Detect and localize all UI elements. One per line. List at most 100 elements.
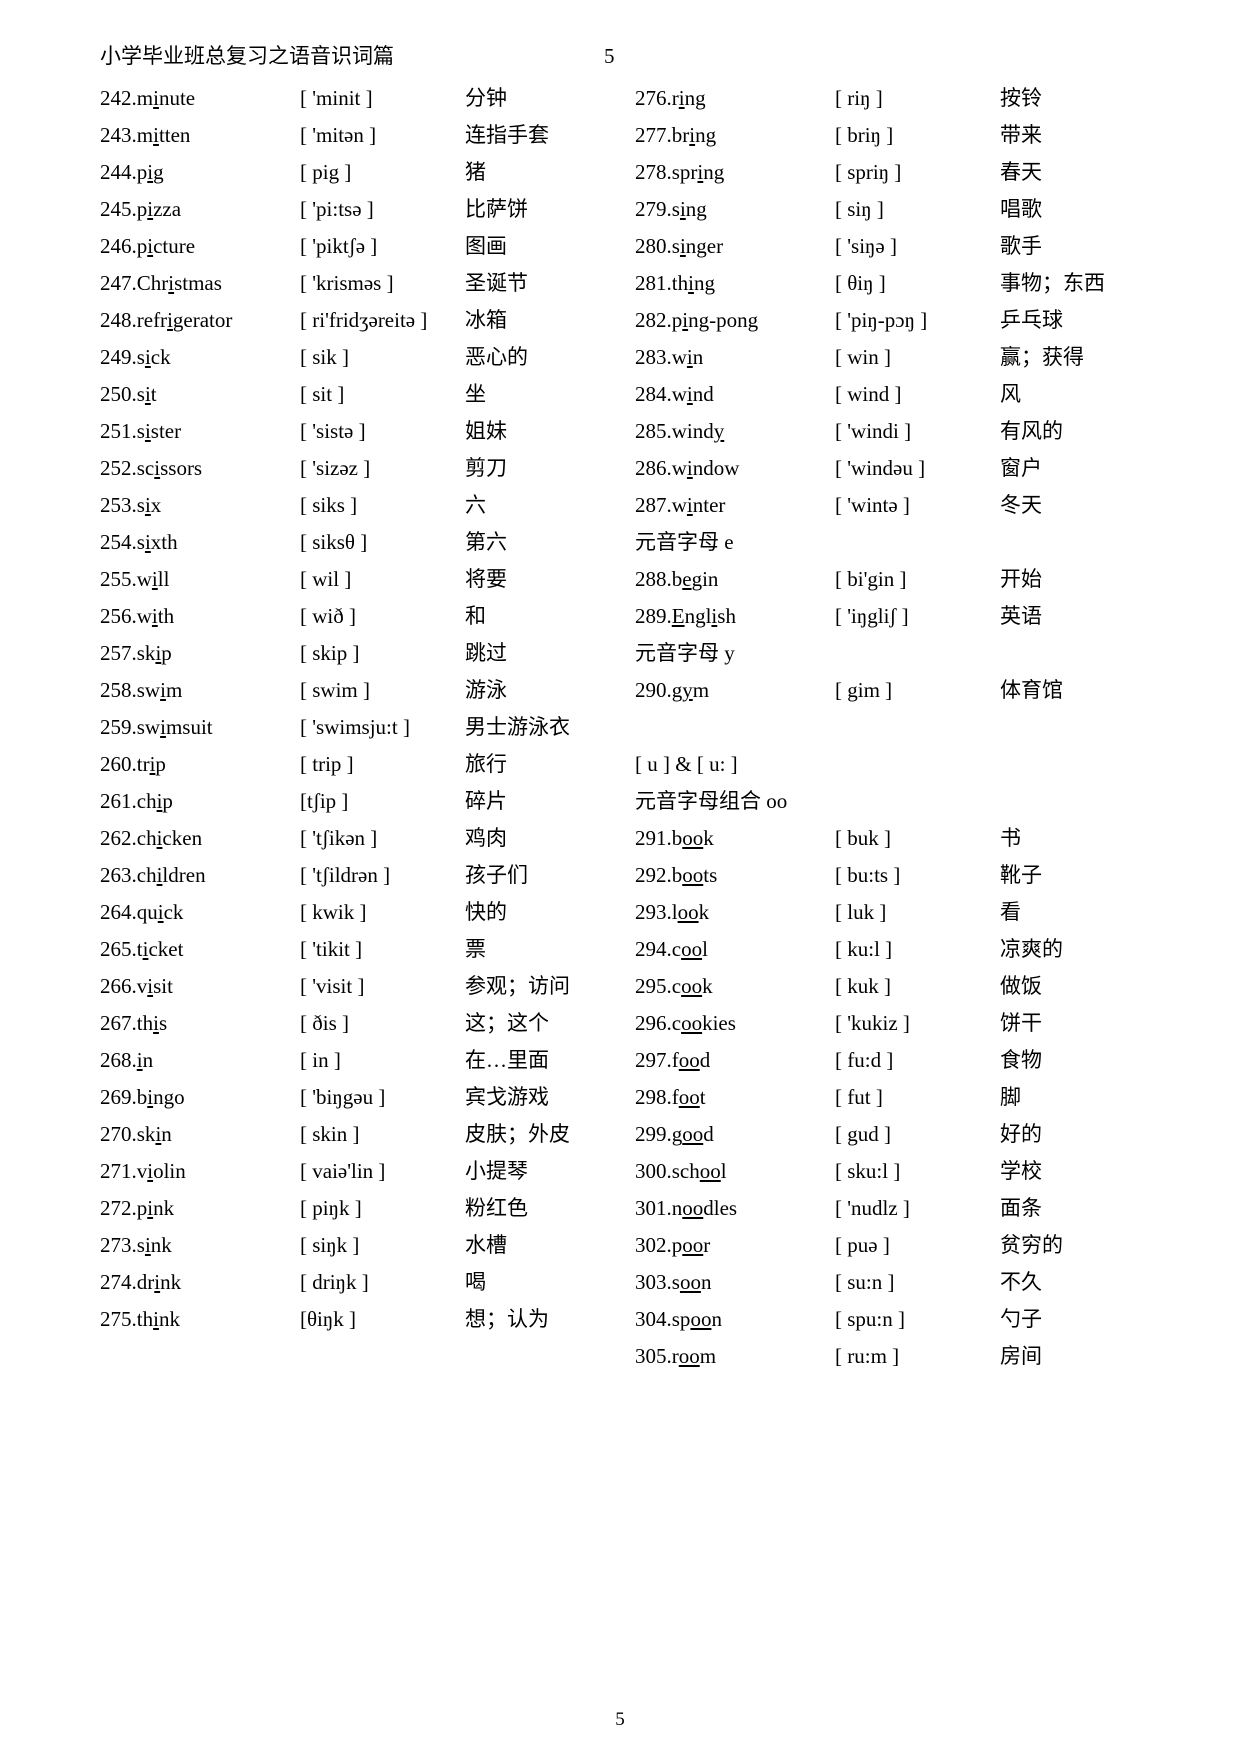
vocab-row: 298.foot[ fut ]脚 — [635, 1087, 1140, 1124]
meaning-cell: 坐 — [465, 384, 605, 405]
ipa-cell: [ win ] — [835, 347, 1000, 368]
ipa-cell: [ gud ] — [835, 1124, 1000, 1145]
vocab-row: 267.this[ ðis ]这；这个 — [100, 1013, 605, 1050]
vocab-row: 299.good[ gud ]好的 — [635, 1124, 1140, 1161]
word-cell: 274.drink — [100, 1272, 300, 1293]
vocab-row: 249.sick[ sik ]恶心的 — [100, 347, 605, 384]
ipa-cell: [ 'tikit ] — [300, 939, 465, 960]
ipa-cell: [ in ] — [300, 1050, 465, 1071]
word-cell: 290.gym — [635, 680, 835, 701]
word-cell: 244.pig — [100, 162, 300, 183]
vocab-row: 280.singer[ 'siŋə ]歌手 — [635, 236, 1140, 273]
vocab-row: 265.ticket[ 'tikit ]票 — [100, 939, 605, 976]
meaning-cell: 风 — [1000, 384, 1140, 405]
ipa-cell: [ 'piŋ-pɔŋ ] — [835, 310, 1000, 331]
word-cell: 269.bingo — [100, 1087, 300, 1108]
meaning-cell: 鸡肉 — [465, 828, 605, 849]
vocab-row: 304.spoon[ spu:n ]勺子 — [635, 1309, 1140, 1346]
word-cell: 284.wind — [635, 384, 835, 405]
meaning-cell: 游泳 — [465, 680, 605, 701]
meaning-cell: 开始 — [1000, 569, 1140, 590]
meaning-cell: 冬天 — [1000, 495, 1140, 516]
ipa-cell: [ skin ] — [300, 1124, 465, 1145]
ipa-cell: [ riŋ ] — [835, 88, 1000, 109]
meaning-cell: 做饭 — [1000, 976, 1140, 997]
ipa-cell: [ 'biŋgəu ] — [300, 1087, 465, 1108]
vocab-row: 元音字母 y — [635, 643, 1140, 680]
ipa-cell: [ 'tʃildrən ] — [300, 865, 465, 886]
word-cell: 302.poor — [635, 1235, 835, 1256]
vocab-row: 292.boots[ bu:ts ]靴子 — [635, 865, 1140, 902]
word-cell: 273.sink — [100, 1235, 300, 1256]
word-cell: 271.violin — [100, 1161, 300, 1182]
ipa-cell: [ luk ] — [835, 902, 1000, 923]
meaning-cell: 六 — [465, 495, 605, 516]
ipa-cell: [ vaiə'lin ] — [300, 1161, 465, 1182]
vocab-row: 248.refrigerator[ ri'fridʒəreitə ]冰箱 — [100, 310, 605, 347]
meaning-cell: 将要 — [465, 569, 605, 590]
word-cell: 261.chip — [100, 791, 300, 812]
meaning-cell: 比萨饼 — [465, 199, 605, 220]
vocab-row: 290.gym[ gim ]体育馆 — [635, 680, 1140, 717]
word-cell: 295.cook — [635, 976, 835, 997]
word-cell: 252.scissors — [100, 458, 300, 479]
meaning-cell: 碎片 — [465, 791, 605, 812]
meaning-cell: 皮肤；外皮 — [465, 1124, 605, 1145]
word-cell: 253.six — [100, 495, 300, 516]
header-page-number: 5 — [604, 44, 615, 69]
ipa-cell: [ briŋ ] — [835, 125, 1000, 146]
vocab-row: 296.cookies[ 'kukiz ]饼干 — [635, 1013, 1140, 1050]
word-cell: 300.school — [635, 1161, 835, 1182]
vocab-row: 266.visit[ 'visit ]参观；访问 — [100, 976, 605, 1013]
meaning-cell: 想；认为 — [465, 1309, 605, 1330]
word-cell: 288.begin — [635, 569, 835, 590]
meaning-cell: 房间 — [1000, 1346, 1140, 1367]
word-cell: 248.refrigerator — [100, 310, 300, 331]
meaning-cell: 靴子 — [1000, 865, 1140, 886]
meaning-cell: 在…里面 — [465, 1050, 605, 1071]
vocab-row: 273.sink[ siŋk ]水槽 — [100, 1235, 605, 1272]
vocab-row: 302.poor[ puə ]贫穷的 — [635, 1235, 1140, 1272]
meaning-cell: 剪刀 — [465, 458, 605, 479]
ipa-cell: [ 'sizəz ] — [300, 458, 465, 479]
section-heading: 元音字母 y — [635, 643, 735, 664]
vocab-row: 246.picture[ 'piktʃə ]图画 — [100, 236, 605, 273]
vocab-row: 258.swim[ swim ]游泳 — [100, 680, 605, 717]
meaning-cell: 男士游泳衣 — [465, 717, 605, 738]
word-cell: 292.boots — [635, 865, 835, 886]
word-cell: 267.this — [100, 1013, 300, 1034]
meaning-cell: 赢；获得 — [1000, 347, 1140, 368]
vocab-row: 元音字母组合 oo — [635, 791, 1140, 828]
meaning-cell: 食物 — [1000, 1050, 1140, 1071]
meaning-cell: 分钟 — [465, 88, 605, 109]
vocab-row: 294.cool[ ku:l ]凉爽的 — [635, 939, 1140, 976]
vocab-row: 297.food[ fu:d ]食物 — [635, 1050, 1140, 1087]
ipa-cell: [ 'windəu ] — [835, 458, 1000, 479]
meaning-cell: 恶心的 — [465, 347, 605, 368]
vocab-row: 281.thing[ θiŋ ]事物；东西 — [635, 273, 1140, 310]
word-cell: 247.Christmas — [100, 273, 300, 294]
word-cell: 268.in — [100, 1050, 300, 1071]
word-cell: 256.with — [100, 606, 300, 627]
word-cell: 289.English — [635, 606, 835, 627]
word-cell: 272.pink — [100, 1198, 300, 1219]
vocab-row: 253.six[ siks ]六 — [100, 495, 605, 532]
page: 小学毕业班总复习之语音识词篇 5 242.minute[ 'minit ]分钟2… — [0, 0, 1240, 1413]
content-columns: 242.minute[ 'minit ]分钟243.mitten[ 'mitən… — [100, 88, 1140, 1383]
right-column: 276.ring[ riŋ ]按铃277.bring[ briŋ ]带来278.… — [635, 88, 1140, 1383]
ipa-cell: [ buk ] — [835, 828, 1000, 849]
meaning-cell: 冰箱 — [465, 310, 605, 331]
vocab-row: 301.noodles[ 'nudlz ]面条 — [635, 1198, 1140, 1235]
ipa-cell: [ 'mitən ] — [300, 125, 465, 146]
ipa-cell: [ 'nudlz ] — [835, 1198, 1000, 1219]
word-cell: 294.cool — [635, 939, 835, 960]
vocab-row: 271.violin[ vaiə'lin ]小提琴 — [100, 1161, 605, 1198]
ipa-cell: [tʃip ] — [300, 791, 465, 812]
vocab-row: 286.window[ 'windəu ]窗户 — [635, 458, 1140, 495]
ipa-cell: [ 'pi:tsə ] — [300, 199, 465, 220]
ipa-cell: [ kwik ] — [300, 902, 465, 923]
word-cell: 301.noodles — [635, 1198, 835, 1219]
ipa-cell: [ 'sistə ] — [300, 421, 465, 442]
ipa-cell: [ wil ] — [300, 569, 465, 590]
vocab-row: 270.skin[ skin ]皮肤；外皮 — [100, 1124, 605, 1161]
